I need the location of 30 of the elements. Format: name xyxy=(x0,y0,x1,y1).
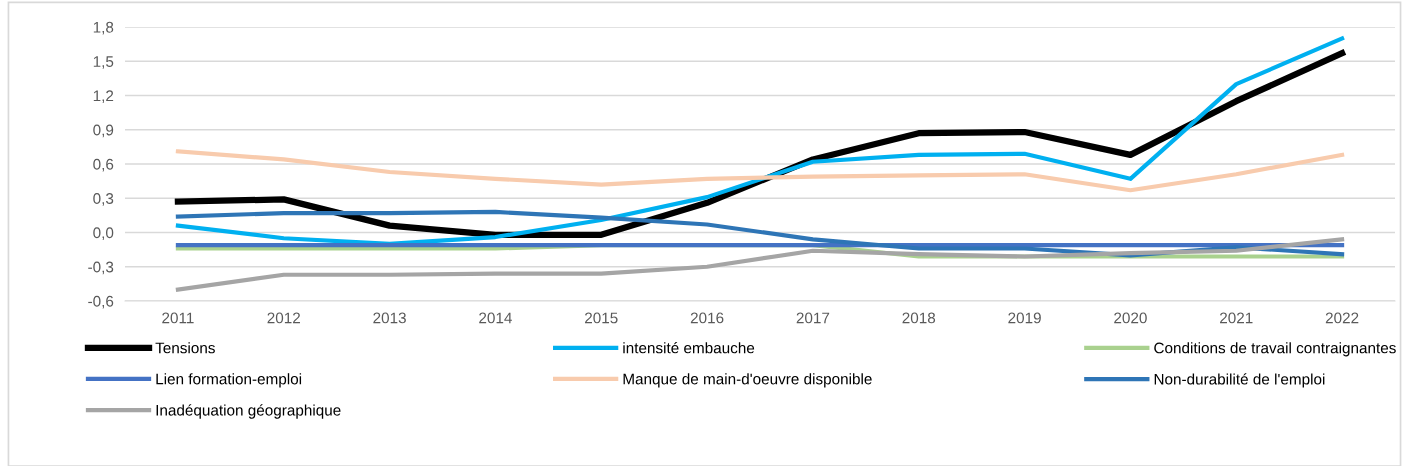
y-tick-label: 0,6 xyxy=(93,158,114,172)
legend-label: Tensions xyxy=(155,342,215,354)
x-tick-label: 2021 xyxy=(1220,312,1253,324)
legend-label: Non-durabilité de l'emploi xyxy=(1154,373,1325,388)
x-tick-label: 2013 xyxy=(373,312,406,324)
x-tick-label: 2019 xyxy=(1008,312,1041,324)
x-tick-label: 2017 xyxy=(796,312,830,324)
x-tick-label: 2014 xyxy=(479,312,512,324)
legend-label: Manque de main-d'oeuvre disponible xyxy=(623,373,872,388)
y-tick-label: 0,3 xyxy=(93,193,114,206)
x-tick-label: 2015 xyxy=(585,312,618,324)
x-tick-label: 2018 xyxy=(902,312,936,324)
x-tick-label: 2016 xyxy=(690,312,724,324)
legend-label: Lien formation-emploi xyxy=(156,373,302,388)
y-tick-label: -0,6 xyxy=(88,295,114,309)
y-tick-label: 0,0 xyxy=(93,227,114,240)
legend-label: Inadéquation géographique xyxy=(156,404,341,419)
line-series xyxy=(175,149,1345,193)
line-series xyxy=(175,237,1345,292)
legend-label: Conditions de travail contraignantes xyxy=(1154,342,1396,357)
x-tick-label: 2022 xyxy=(1325,312,1359,324)
y-tick-label: 1,5 xyxy=(93,56,114,69)
y-tick-label: 1,8 xyxy=(93,21,114,35)
y-tick-label: 0,9 xyxy=(93,124,114,138)
y-tick-label: 1,2 xyxy=(93,90,114,103)
x-tick-label: 2012 xyxy=(267,312,300,324)
x-tick-label: 2020 xyxy=(1114,312,1147,324)
x-tick-label: 2011 xyxy=(162,312,194,324)
legend-label: intensité embauche xyxy=(623,341,755,354)
y-tick-label: -0,3 xyxy=(88,261,114,275)
